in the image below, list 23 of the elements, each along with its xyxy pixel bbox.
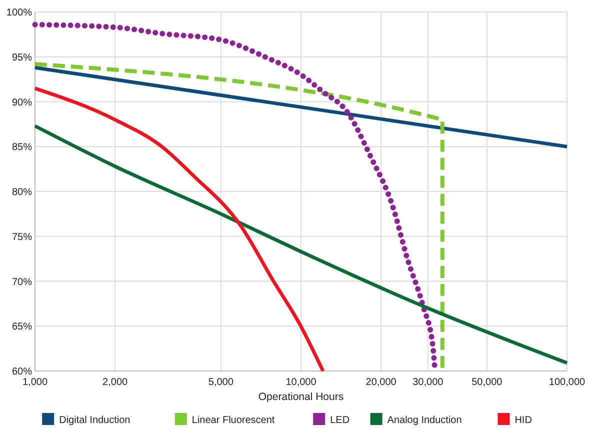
y-tick-label: 65% xyxy=(12,322,32,333)
y-tick-label: 75% xyxy=(12,232,32,243)
legend-label: HID xyxy=(514,415,532,426)
y-tick-label: 95% xyxy=(12,52,32,64)
y-tick-label: 70% xyxy=(12,276,32,288)
y-tick-label: 80% xyxy=(12,187,32,198)
x-tick-label: 20,000 xyxy=(366,377,397,388)
legend-label: Digital Induction xyxy=(59,415,130,426)
x-tick-label: 30,000 xyxy=(412,377,444,388)
y-tick-label: 100% xyxy=(6,8,32,18)
legend-label: Analog Induction xyxy=(387,415,462,426)
y-tick-label: 85% xyxy=(12,142,32,154)
x-tick-label: 100,000 xyxy=(548,377,586,388)
y-tick-label: 90% xyxy=(12,97,32,108)
y-tick-label: 60% xyxy=(12,366,32,378)
x-tick-label: 10,000 xyxy=(286,377,317,388)
x-tick-label: 1,000 xyxy=(22,377,48,388)
legend-label: Linear Fluorescent xyxy=(192,415,275,426)
x-tick-label: 50,000 xyxy=(472,377,503,388)
x-tick-label: 5,000 xyxy=(208,377,234,388)
x-axis-title: Operational Hours xyxy=(258,391,344,403)
legend-label: LED xyxy=(330,415,350,426)
x-tick-label: 2,000 xyxy=(102,377,128,388)
